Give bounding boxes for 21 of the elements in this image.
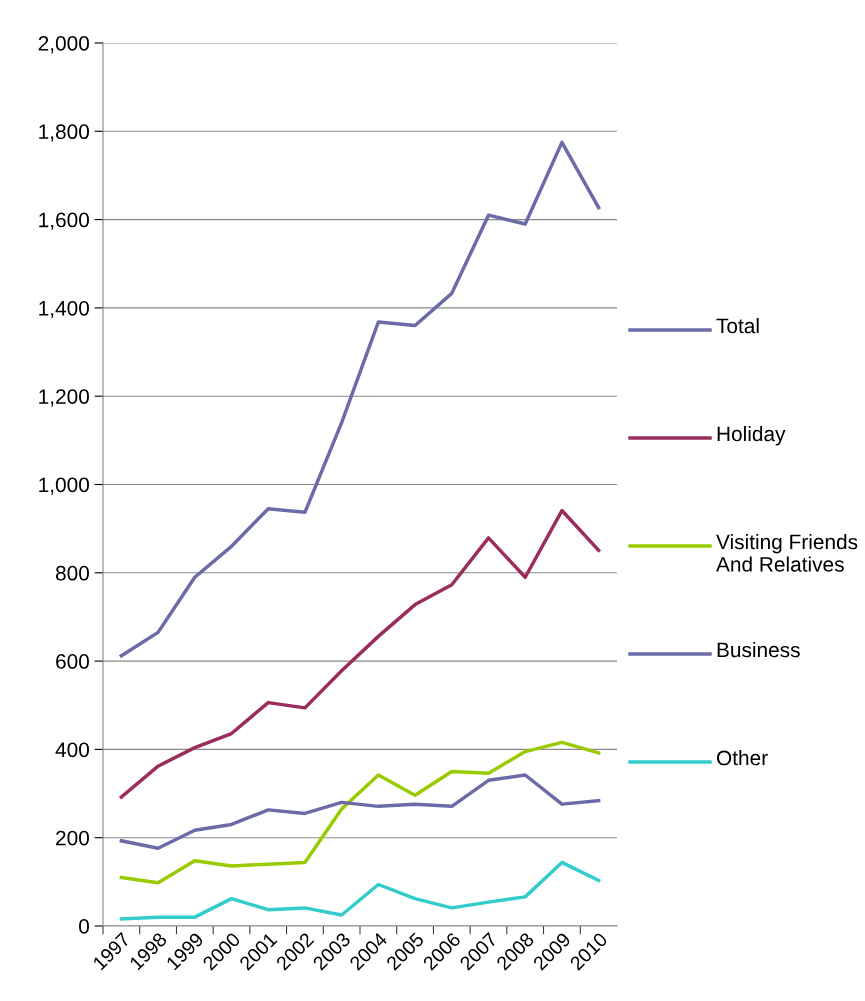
y-tick-label: 0 — [79, 919, 89, 934]
y-tick-label: 600 — [56, 654, 89, 669]
y-tick-label: 1,800 — [39, 124, 89, 142]
legend-label: Holiday — [717, 425, 786, 446]
legend-label: Other — [716, 749, 768, 766]
y-tick-label: 1,600 — [39, 212, 89, 230]
y-tick-label: 2,000 — [38, 36, 89, 54]
line-series — [119, 740, 601, 885]
y-tick-label: 400 — [55, 742, 89, 758]
legend-label: Business — [717, 641, 800, 658]
y-tick-label: 800 — [55, 565, 89, 581]
line-series — [119, 860, 601, 921]
y-tick-label: 1,000 — [39, 477, 89, 495]
legend-label: Visiting Friends And Relatives — [716, 533, 858, 572]
legend-label: Total — [716, 317, 759, 334]
line-series — [119, 140, 601, 658]
y-tick-label: 1,400 — [39, 300, 89, 319]
line-series — [119, 773, 601, 851]
line-series — [119, 508, 601, 799]
y-tick-label: 1,200 — [39, 389, 89, 407]
y-tick-label: 200 — [56, 830, 89, 846]
